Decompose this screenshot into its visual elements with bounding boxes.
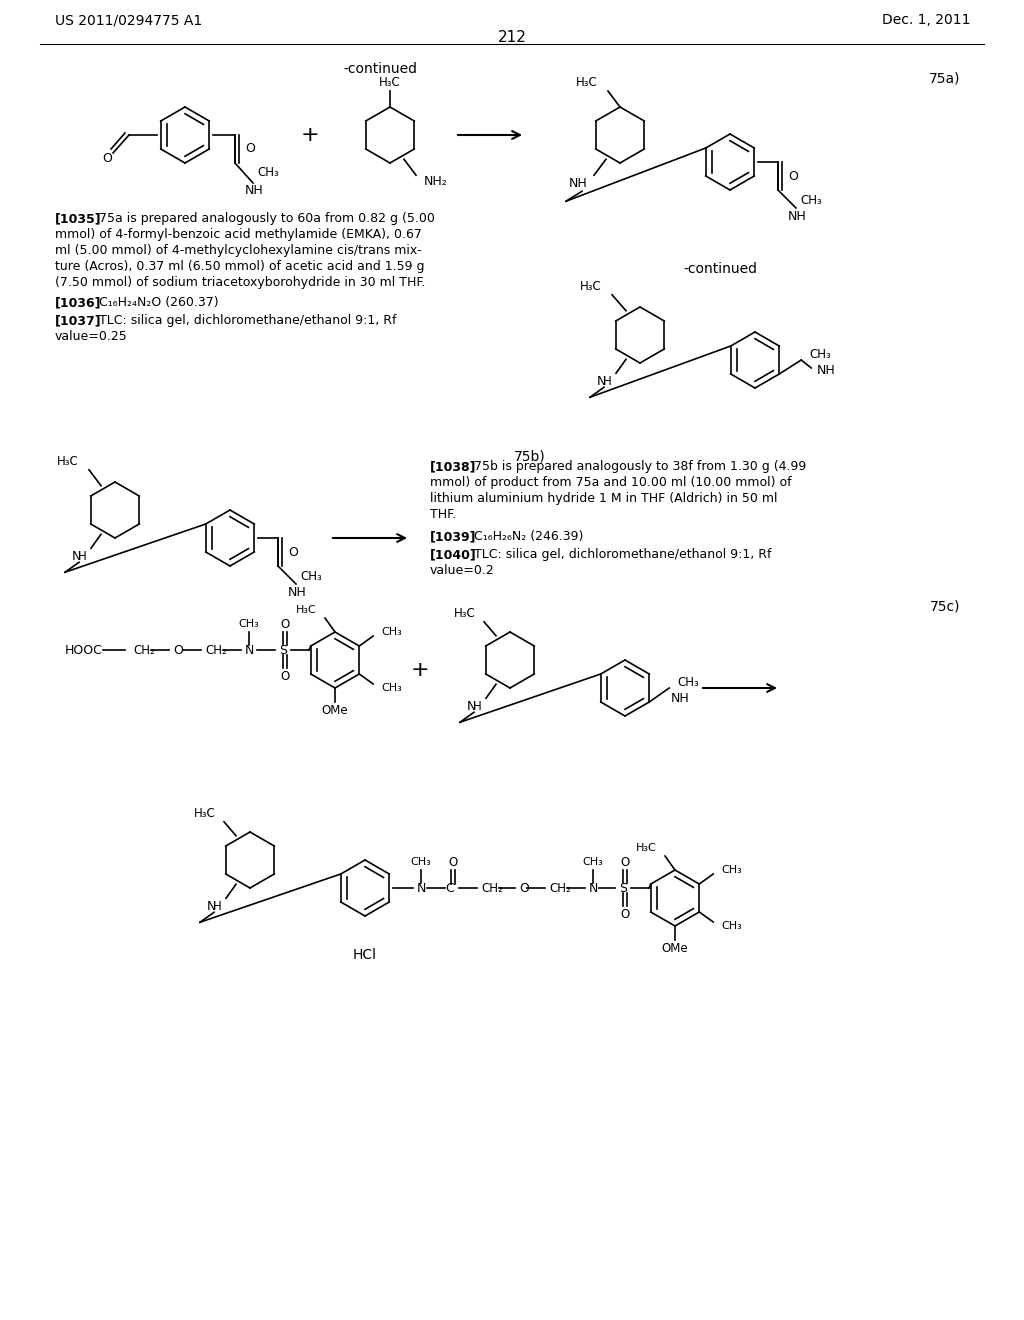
- Text: OMe: OMe: [662, 941, 688, 954]
- Text: C: C: [445, 882, 454, 895]
- Text: THF.: THF.: [430, 508, 457, 521]
- Text: -continued: -continued: [683, 261, 757, 276]
- Text: -continued: -continued: [343, 62, 417, 77]
- Text: O: O: [281, 669, 290, 682]
- Text: [1035]: [1035]: [55, 213, 101, 224]
- Text: (7.50 mmol) of sodium triacetoxyborohydride in 30 ml THF.: (7.50 mmol) of sodium triacetoxyborohydr…: [55, 276, 426, 289]
- Text: CH₃: CH₃: [411, 857, 431, 867]
- Text: CH₂: CH₂: [133, 644, 155, 656]
- Text: O: O: [621, 908, 630, 920]
- Text: [1038]: [1038]: [430, 459, 476, 473]
- Text: CH₃: CH₃: [257, 166, 279, 180]
- Text: N: N: [72, 549, 81, 562]
- Text: O: O: [281, 618, 290, 631]
- Text: NH: NH: [817, 363, 836, 376]
- Text: CH₃: CH₃: [721, 865, 742, 875]
- Text: N: N: [245, 644, 254, 656]
- Text: H₃C: H₃C: [581, 280, 602, 293]
- Text: H₃C: H₃C: [296, 605, 317, 615]
- Text: NH: NH: [569, 177, 588, 190]
- Text: CH₂: CH₂: [205, 644, 226, 656]
- Text: NH: NH: [245, 185, 264, 198]
- Text: H₃C: H₃C: [57, 455, 79, 469]
- Text: O: O: [245, 143, 255, 156]
- Text: US 2011/0294775 A1: US 2011/0294775 A1: [55, 13, 203, 26]
- Text: NH₂: NH₂: [424, 174, 447, 187]
- Text: H: H: [473, 700, 482, 713]
- Text: CH₃: CH₃: [381, 682, 402, 693]
- Text: TLC: silica gel, dichloromethane/ethanol 9:1, Rf: TLC: silica gel, dichloromethane/ethanol…: [474, 548, 771, 561]
- Text: +: +: [301, 125, 319, 145]
- Text: O: O: [621, 855, 630, 869]
- Text: 75b is prepared analogously to 38f from 1.30 g (4.99: 75b is prepared analogously to 38f from …: [474, 459, 806, 473]
- Text: S: S: [279, 644, 287, 656]
- Text: O: O: [788, 169, 798, 182]
- Text: CH₃: CH₃: [721, 921, 742, 931]
- Text: CH₃: CH₃: [677, 676, 699, 689]
- Text: N: N: [417, 882, 426, 895]
- Text: C₁₆H₂₄N₂O (260.37): C₁₆H₂₄N₂O (260.37): [99, 296, 219, 309]
- Text: O: O: [173, 644, 183, 656]
- Text: H₃C: H₃C: [195, 808, 216, 820]
- Text: [1039]: [1039]: [430, 531, 476, 543]
- Text: CH₃: CH₃: [800, 194, 821, 206]
- Text: 75a): 75a): [929, 73, 961, 86]
- Text: [1037]: [1037]: [55, 314, 101, 327]
- Text: 75a is prepared analogously to 60a from 0.82 g (5.00: 75a is prepared analogously to 60a from …: [99, 213, 435, 224]
- Text: H: H: [78, 549, 87, 562]
- Text: [1040]: [1040]: [430, 548, 477, 561]
- Text: 75c): 75c): [930, 601, 961, 614]
- Text: CH₃: CH₃: [381, 627, 402, 638]
- Text: N: N: [589, 882, 598, 895]
- Text: NH: NH: [288, 586, 307, 598]
- Text: C₁₆H₂₆N₂ (246.39): C₁₆H₂₆N₂ (246.39): [474, 531, 584, 543]
- Text: O: O: [519, 882, 528, 895]
- Text: lithium aluminium hydride 1 M in THF (Aldrich) in 50 ml: lithium aluminium hydride 1 M in THF (Al…: [430, 492, 777, 506]
- Text: [1036]: [1036]: [55, 296, 101, 309]
- Text: CH₃: CH₃: [583, 857, 603, 867]
- Text: CH₃: CH₃: [239, 619, 259, 630]
- Text: NH: NH: [672, 692, 690, 705]
- Text: ml (5.00 mmol) of 4-methylcyclohexylamine cis/trans mix-: ml (5.00 mmol) of 4-methylcyclohexylamin…: [55, 244, 422, 257]
- Text: CH₂: CH₂: [549, 882, 570, 895]
- Text: N: N: [597, 375, 606, 388]
- Text: mmol) of 4-formyl-benzoic acid methylamide (EMKA), 0.67: mmol) of 4-formyl-benzoic acid methylami…: [55, 228, 422, 242]
- Text: OMe: OMe: [322, 704, 348, 717]
- Text: S: S: [618, 882, 627, 895]
- Text: O: O: [288, 545, 298, 558]
- Text: +: +: [411, 660, 429, 680]
- Text: H: H: [213, 900, 222, 912]
- Text: NH: NH: [788, 210, 807, 223]
- Text: O: O: [102, 153, 112, 165]
- Text: CH₂: CH₂: [481, 882, 503, 895]
- Text: ture (Acros), 0.37 ml (6.50 mmol) of acetic acid and 1.59 g: ture (Acros), 0.37 ml (6.50 mmol) of ace…: [55, 260, 425, 273]
- Text: TLC: silica gel, dichloromethane/ethanol 9:1, Rf: TLC: silica gel, dichloromethane/ethanol…: [99, 314, 396, 327]
- Text: H₃C: H₃C: [455, 607, 476, 620]
- Text: value=0.2: value=0.2: [430, 564, 495, 577]
- Text: N: N: [207, 900, 216, 912]
- Text: Dec. 1, 2011: Dec. 1, 2011: [882, 13, 970, 26]
- Text: H: H: [603, 375, 612, 388]
- Text: mmol) of product from 75a and 10.00 ml (10.00 mmol) of: mmol) of product from 75a and 10.00 ml (…: [430, 477, 792, 488]
- Text: CH₃: CH₃: [300, 569, 322, 582]
- Text: H₃C: H₃C: [636, 843, 657, 853]
- Text: CH₃: CH₃: [809, 347, 831, 360]
- Text: N: N: [467, 700, 476, 713]
- Text: H₃C: H₃C: [577, 77, 598, 90]
- Text: value=0.25: value=0.25: [55, 330, 128, 343]
- Text: H₃C: H₃C: [379, 77, 400, 90]
- Text: HOOC: HOOC: [65, 644, 102, 656]
- Text: 75b): 75b): [514, 450, 546, 465]
- Text: O: O: [449, 855, 458, 869]
- Text: HCl: HCl: [353, 948, 377, 962]
- Text: 212: 212: [498, 30, 526, 45]
